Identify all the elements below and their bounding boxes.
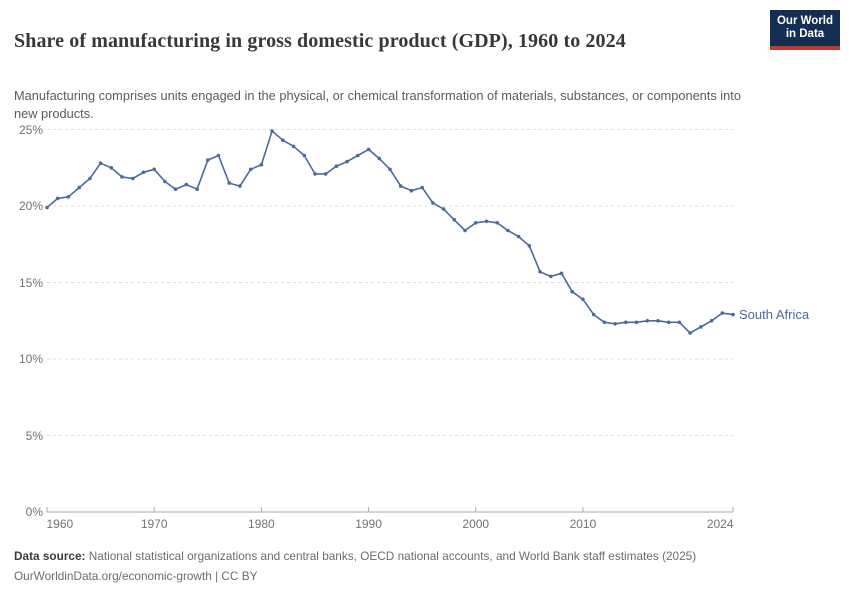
data-point[interactable] — [506, 228, 510, 233]
data-point[interactable] — [281, 138, 285, 142]
x-axis-label: 2000 — [462, 517, 490, 531]
data-point[interactable] — [66, 195, 71, 199]
data-point[interactable] — [216, 153, 221, 158]
data-point[interactable] — [141, 170, 146, 175]
data-point[interactable] — [109, 166, 114, 170]
data-point[interactable] — [184, 182, 189, 187]
data-point[interactable] — [409, 188, 414, 193]
data-point[interactable] — [699, 325, 703, 329]
data-source-line: Data source: National statistical organi… — [14, 546, 834, 566]
data-point[interactable] — [709, 319, 714, 323]
x-axis-label: 1970 — [140, 517, 168, 531]
data-point[interactable] — [259, 162, 264, 167]
y-axis-label: 10% — [18, 352, 43, 366]
data-point[interactable] — [195, 187, 199, 191]
data-point[interactable] — [366, 147, 371, 152]
data-point[interactable] — [206, 158, 210, 162]
y-axis-label: 25% — [18, 122, 43, 137]
data-point[interactable] — [120, 175, 124, 179]
data-point[interactable] — [624, 320, 628, 325]
data-point[interactable] — [45, 205, 49, 210]
x-axis-label: 1980 — [248, 517, 275, 531]
data-point[interactable] — [538, 270, 542, 274]
owid-logo-line2: in Data — [785, 28, 825, 40]
y-axis-label: 15% — [18, 275, 43, 290]
data-point[interactable] — [720, 311, 725, 315]
data-point[interactable] — [591, 312, 596, 317]
data-point[interactable] — [98, 161, 103, 165]
data-point[interactable] — [677, 320, 682, 325]
data-point[interactable] — [431, 201, 435, 205]
data-point[interactable] — [441, 207, 446, 211]
data-point[interactable] — [131, 176, 135, 181]
data-point[interactable] — [88, 176, 92, 181]
footer-link[interactable]: OurWorldinData.org/economic-growth | CC … — [14, 569, 258, 583]
data-point[interactable] — [666, 320, 671, 325]
y-axis-label: 5% — [25, 428, 43, 443]
data-point[interactable] — [173, 187, 178, 191]
data-point[interactable] — [463, 228, 467, 233]
data-point[interactable] — [581, 297, 585, 302]
data-point[interactable] — [570, 289, 574, 294]
data-point[interactable] — [656, 319, 660, 323]
data-point[interactable] — [527, 244, 532, 248]
y-axis-label: 20% — [18, 199, 43, 213]
data-point[interactable] — [602, 320, 607, 325]
data-point[interactable] — [388, 167, 392, 172]
data-point[interactable] — [634, 320, 639, 325]
data-point[interactable] — [270, 129, 274, 133]
data-point[interactable] — [452, 218, 457, 222]
owid-logo-line1: Our World — [776, 15, 833, 27]
x-axis-label: 2010 — [569, 517, 597, 531]
data-point[interactable] — [163, 179, 167, 184]
data-point[interactable] — [559, 271, 564, 276]
data-point[interactable] — [77, 185, 81, 190]
data-point[interactable] — [345, 159, 349, 164]
data-source-label: Data source: — [14, 549, 86, 563]
data-point[interactable] — [356, 153, 360, 158]
owid-logo[interactable]: Our World in Data — [770, 10, 840, 50]
data-point[interactable] — [291, 144, 296, 149]
data-point[interactable] — [248, 167, 253, 172]
page-title: Share of manufacturing in gross domestic… — [14, 30, 626, 53]
data-point[interactable] — [323, 172, 328, 176]
series-label-south-africa[interactable]: South Africa — [739, 306, 810, 322]
x-axis-label: 2024 — [706, 517, 734, 531]
data-point[interactable] — [152, 167, 156, 172]
x-axis-label: 1960 — [46, 517, 74, 531]
data-point[interactable] — [227, 181, 231, 185]
data-point[interactable] — [613, 322, 617, 326]
x-axis-label: 1990 — [355, 517, 382, 531]
chart-footer: Data source: National statistical organi… — [14, 546, 834, 586]
data-point[interactable] — [474, 221, 478, 225]
data-point[interactable] — [516, 234, 521, 239]
data-point[interactable] — [302, 153, 307, 158]
data-point[interactable] — [334, 164, 339, 168]
data-line-south-africa[interactable] — [46, 130, 734, 334]
data-point[interactable] — [55, 196, 60, 201]
data-point[interactable] — [420, 185, 425, 190]
data-point[interactable] — [688, 331, 692, 335]
data-point[interactable] — [549, 274, 553, 279]
data-point[interactable] — [731, 312, 735, 317]
chart-subtitle: Manufacturing comprises units engaged in… — [14, 87, 741, 121]
data-source-text: National statistical organizations and c… — [85, 549, 697, 563]
data-point[interactable] — [398, 184, 403, 188]
y-axis-label: 0% — [25, 505, 43, 519]
data-point[interactable] — [238, 184, 242, 188]
data-point[interactable] — [377, 156, 382, 161]
data-point[interactable] — [645, 319, 650, 323]
data-point[interactable] — [484, 219, 489, 224]
data-point[interactable] — [313, 172, 317, 176]
data-point[interactable] — [495, 221, 500, 225]
